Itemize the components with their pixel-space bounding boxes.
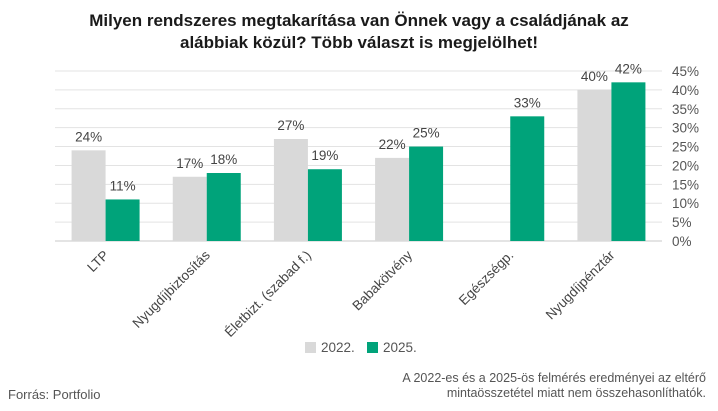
footnote: A 2022-es és a 2025-ös felmérés eredmény… [402, 371, 706, 401]
y-tick-label: 10% [672, 196, 699, 211]
bar-2025 [307, 169, 342, 241]
y-tick-label: 25% [672, 140, 699, 155]
bar-2022 [172, 176, 207, 241]
chart-title-line-2: alábbiak közül? Több választ is megjelöl… [179, 33, 539, 52]
data-label: 42% [615, 61, 642, 76]
legend-label-2025: 2025. [383, 340, 417, 355]
y-tick-label: 20% [672, 158, 699, 173]
y-tick-label: 15% [672, 177, 699, 192]
category-label: Nyugdíjbiztosítás [130, 247, 213, 330]
data-label: 33% [514, 95, 541, 110]
y-tick-label: 40% [672, 83, 699, 98]
category-label: Egészségp. [456, 248, 516, 308]
bar-2022 [375, 157, 410, 241]
data-label: 19% [311, 148, 338, 163]
bar-2022 [71, 150, 106, 241]
y-tick-label: 35% [672, 102, 699, 117]
data-label: 25% [413, 126, 440, 141]
source-label: Forrás: Portfolio [8, 387, 101, 402]
data-label: 24% [75, 129, 102, 144]
data-label: 11% [110, 178, 136, 193]
bar-2022 [577, 89, 612, 241]
legend-label-2022: 2022. [321, 340, 355, 355]
category-label: Nyugdíjpénztár [543, 247, 618, 322]
bar-2025 [409, 146, 444, 241]
bar-2022 [273, 139, 308, 241]
chart-title: Milyen rendszeres megtakarítása van Önne… [0, 10, 718, 54]
chart-title-line-1: Milyen rendszeres megtakarítása van Önne… [89, 11, 629, 30]
bar-2025 [206, 173, 241, 241]
bar-2025 [510, 116, 545, 241]
y-tick-label: 45% [672, 64, 699, 79]
category-label: Életbizt. (szabad f.) [222, 248, 314, 340]
data-label: 22% [379, 137, 406, 152]
data-label: 27% [277, 118, 304, 133]
data-label: 40% [581, 69, 608, 84]
category-label: LTP [84, 248, 111, 275]
bar-2025 [611, 82, 646, 241]
footnote-line-1: A 2022-es és a 2025-ös felmérés eredmény… [402, 371, 706, 385]
data-label: 17% [176, 156, 203, 171]
footnote-line-2: mintaösszetétel miatt nem összehasonlíth… [446, 386, 706, 400]
legend-swatch-2022 [305, 342, 316, 353]
legend-swatch-2025 [367, 342, 378, 353]
data-label: 18% [210, 152, 237, 167]
y-tick-label: 30% [672, 121, 699, 136]
y-tick-label: 5% [672, 215, 692, 230]
category-label: Babakötvény [349, 247, 415, 313]
y-tick-label: 0% [672, 234, 692, 249]
bar-2025 [105, 199, 140, 241]
